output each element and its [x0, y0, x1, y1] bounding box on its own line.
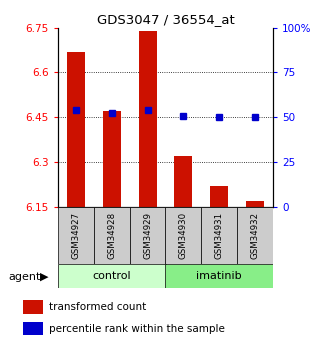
Bar	[23, 322, 43, 335]
Bar	[103, 111, 121, 207]
Title: GDS3047 / 36554_at: GDS3047 / 36554_at	[97, 13, 234, 27]
Text: agent: agent	[8, 272, 41, 282]
Bar	[246, 201, 264, 207]
Text: GSM34930: GSM34930	[179, 212, 188, 259]
Text: imatinib: imatinib	[197, 271, 242, 281]
Bar	[210, 186, 228, 207]
Text: GSM34931: GSM34931	[215, 212, 224, 259]
Bar	[237, 207, 273, 264]
Text: GSM34928: GSM34928	[107, 212, 116, 259]
Text: percentile rank within the sample: percentile rank within the sample	[49, 324, 225, 334]
Bar	[166, 207, 201, 264]
Bar	[58, 207, 94, 264]
Bar	[67, 51, 85, 207]
Text: GSM34929: GSM34929	[143, 212, 152, 259]
Bar	[130, 207, 166, 264]
Text: GSM34932: GSM34932	[251, 212, 260, 259]
Bar	[139, 31, 157, 207]
Bar	[23, 299, 43, 314]
Text: ▶: ▶	[40, 272, 49, 282]
Bar	[174, 156, 192, 207]
Text: transformed count: transformed count	[49, 302, 147, 312]
Text: GSM34927: GSM34927	[71, 212, 80, 259]
Bar	[58, 264, 166, 288]
Bar	[166, 264, 273, 288]
Bar	[94, 207, 130, 264]
Text: control: control	[92, 271, 131, 281]
Bar	[201, 207, 237, 264]
